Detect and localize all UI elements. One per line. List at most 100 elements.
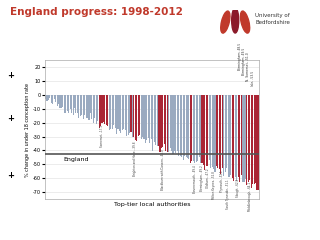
Bar [143, 95, 145, 139]
Bar [115, 95, 116, 128]
Bar [172, 95, 173, 154]
Bar [151, 95, 152, 139]
Bar [46, 95, 47, 101]
Ellipse shape [232, 8, 239, 33]
Bar [101, 95, 103, 123]
Bar [194, 95, 195, 163]
Bar [49, 95, 51, 98]
Bar [187, 95, 188, 158]
Text: Somerset, -17.3: Somerset, -17.3 [100, 125, 104, 147]
Bar [238, 95, 239, 177]
Bar [140, 95, 142, 139]
Bar [90, 95, 91, 114]
Text: England: England [63, 157, 88, 162]
Bar [232, 95, 233, 178]
Bar [107, 95, 108, 126]
Bar [200, 95, 201, 163]
Bar [158, 95, 159, 146]
Bar [223, 95, 224, 176]
Bar [214, 95, 216, 172]
Text: Birmingham, 48.5: Birmingham, 48.5 [238, 42, 242, 70]
Bar [171, 95, 172, 150]
Text: England progress: 1998-2012: England progress: 1998-2012 [10, 7, 182, 17]
Bar [175, 95, 176, 153]
Bar [136, 95, 137, 141]
Bar [210, 95, 211, 168]
Bar [174, 95, 175, 151]
Bar [235, 95, 236, 177]
Bar [164, 95, 165, 144]
Bar [252, 95, 253, 184]
Bar [120, 95, 121, 133]
Bar [190, 95, 191, 163]
Text: Bournemouth, -49.4: Bournemouth, -49.4 [193, 165, 197, 193]
Bar [233, 95, 234, 181]
Text: Birmingham, -49.2: Birmingham, -49.2 [200, 165, 204, 191]
Bar [226, 95, 227, 168]
Bar [125, 95, 126, 130]
Bar [135, 95, 136, 140]
Bar [178, 95, 179, 156]
Bar [249, 95, 250, 180]
Bar [83, 95, 84, 119]
Bar [222, 95, 223, 168]
Bar [126, 95, 127, 136]
Bar [61, 95, 62, 108]
Text: Blackburn with Darwen, -43.0: Blackburn with Darwen, -43.0 [161, 149, 165, 190]
Bar [138, 95, 139, 136]
Bar [219, 95, 220, 169]
Bar [229, 95, 230, 176]
Bar [168, 95, 169, 152]
Bar [161, 95, 162, 148]
Text: Isle, -53.5: Isle, -53.5 [251, 71, 255, 86]
Bar [198, 95, 200, 157]
Bar [207, 95, 208, 166]
Bar [155, 95, 156, 145]
Bar [242, 95, 243, 182]
Bar [106, 95, 107, 125]
Bar [100, 95, 101, 126]
Bar [71, 95, 72, 114]
Bar [212, 95, 213, 167]
Bar [184, 95, 185, 156]
Bar [146, 95, 148, 140]
Bar [116, 95, 117, 134]
Bar [110, 95, 111, 129]
Bar [58, 95, 59, 104]
Bar [88, 95, 90, 120]
Bar [103, 95, 104, 122]
Bar [162, 95, 164, 147]
Bar [45, 95, 46, 99]
Bar [128, 95, 129, 135]
Bar [80, 95, 81, 116]
Bar [177, 95, 178, 151]
Bar [257, 95, 258, 190]
Bar [145, 95, 146, 143]
Bar [73, 95, 74, 115]
Bar [67, 95, 68, 111]
Bar [213, 95, 214, 168]
Bar [48, 95, 49, 100]
Bar [68, 95, 69, 113]
Bar [196, 95, 197, 162]
Text: South Tyneside, -51.1: South Tyneside, -51.1 [226, 179, 230, 209]
Bar [193, 95, 194, 161]
Bar [85, 95, 87, 119]
Bar [251, 95, 252, 188]
X-axis label: Top-tier local authorities: Top-tier local authorities [114, 202, 190, 207]
Bar [113, 95, 114, 125]
Bar [201, 95, 203, 163]
Ellipse shape [240, 11, 250, 33]
Bar [54, 95, 55, 100]
Bar [154, 95, 155, 142]
Bar [70, 95, 71, 109]
Text: University of
Bedfordshire: University of Bedfordshire [255, 13, 290, 25]
Text: Slough, -62.8: Slough, -62.8 [236, 179, 240, 198]
Text: N. Somerset, -51.0: N. Somerset, -51.0 [246, 52, 250, 81]
Bar [94, 95, 95, 118]
Y-axis label: % change in under 18 conception rate: % change in under 18 conception rate [25, 83, 30, 177]
Bar [131, 95, 132, 132]
Bar [225, 95, 226, 172]
Bar [167, 95, 168, 152]
Bar [65, 95, 66, 113]
